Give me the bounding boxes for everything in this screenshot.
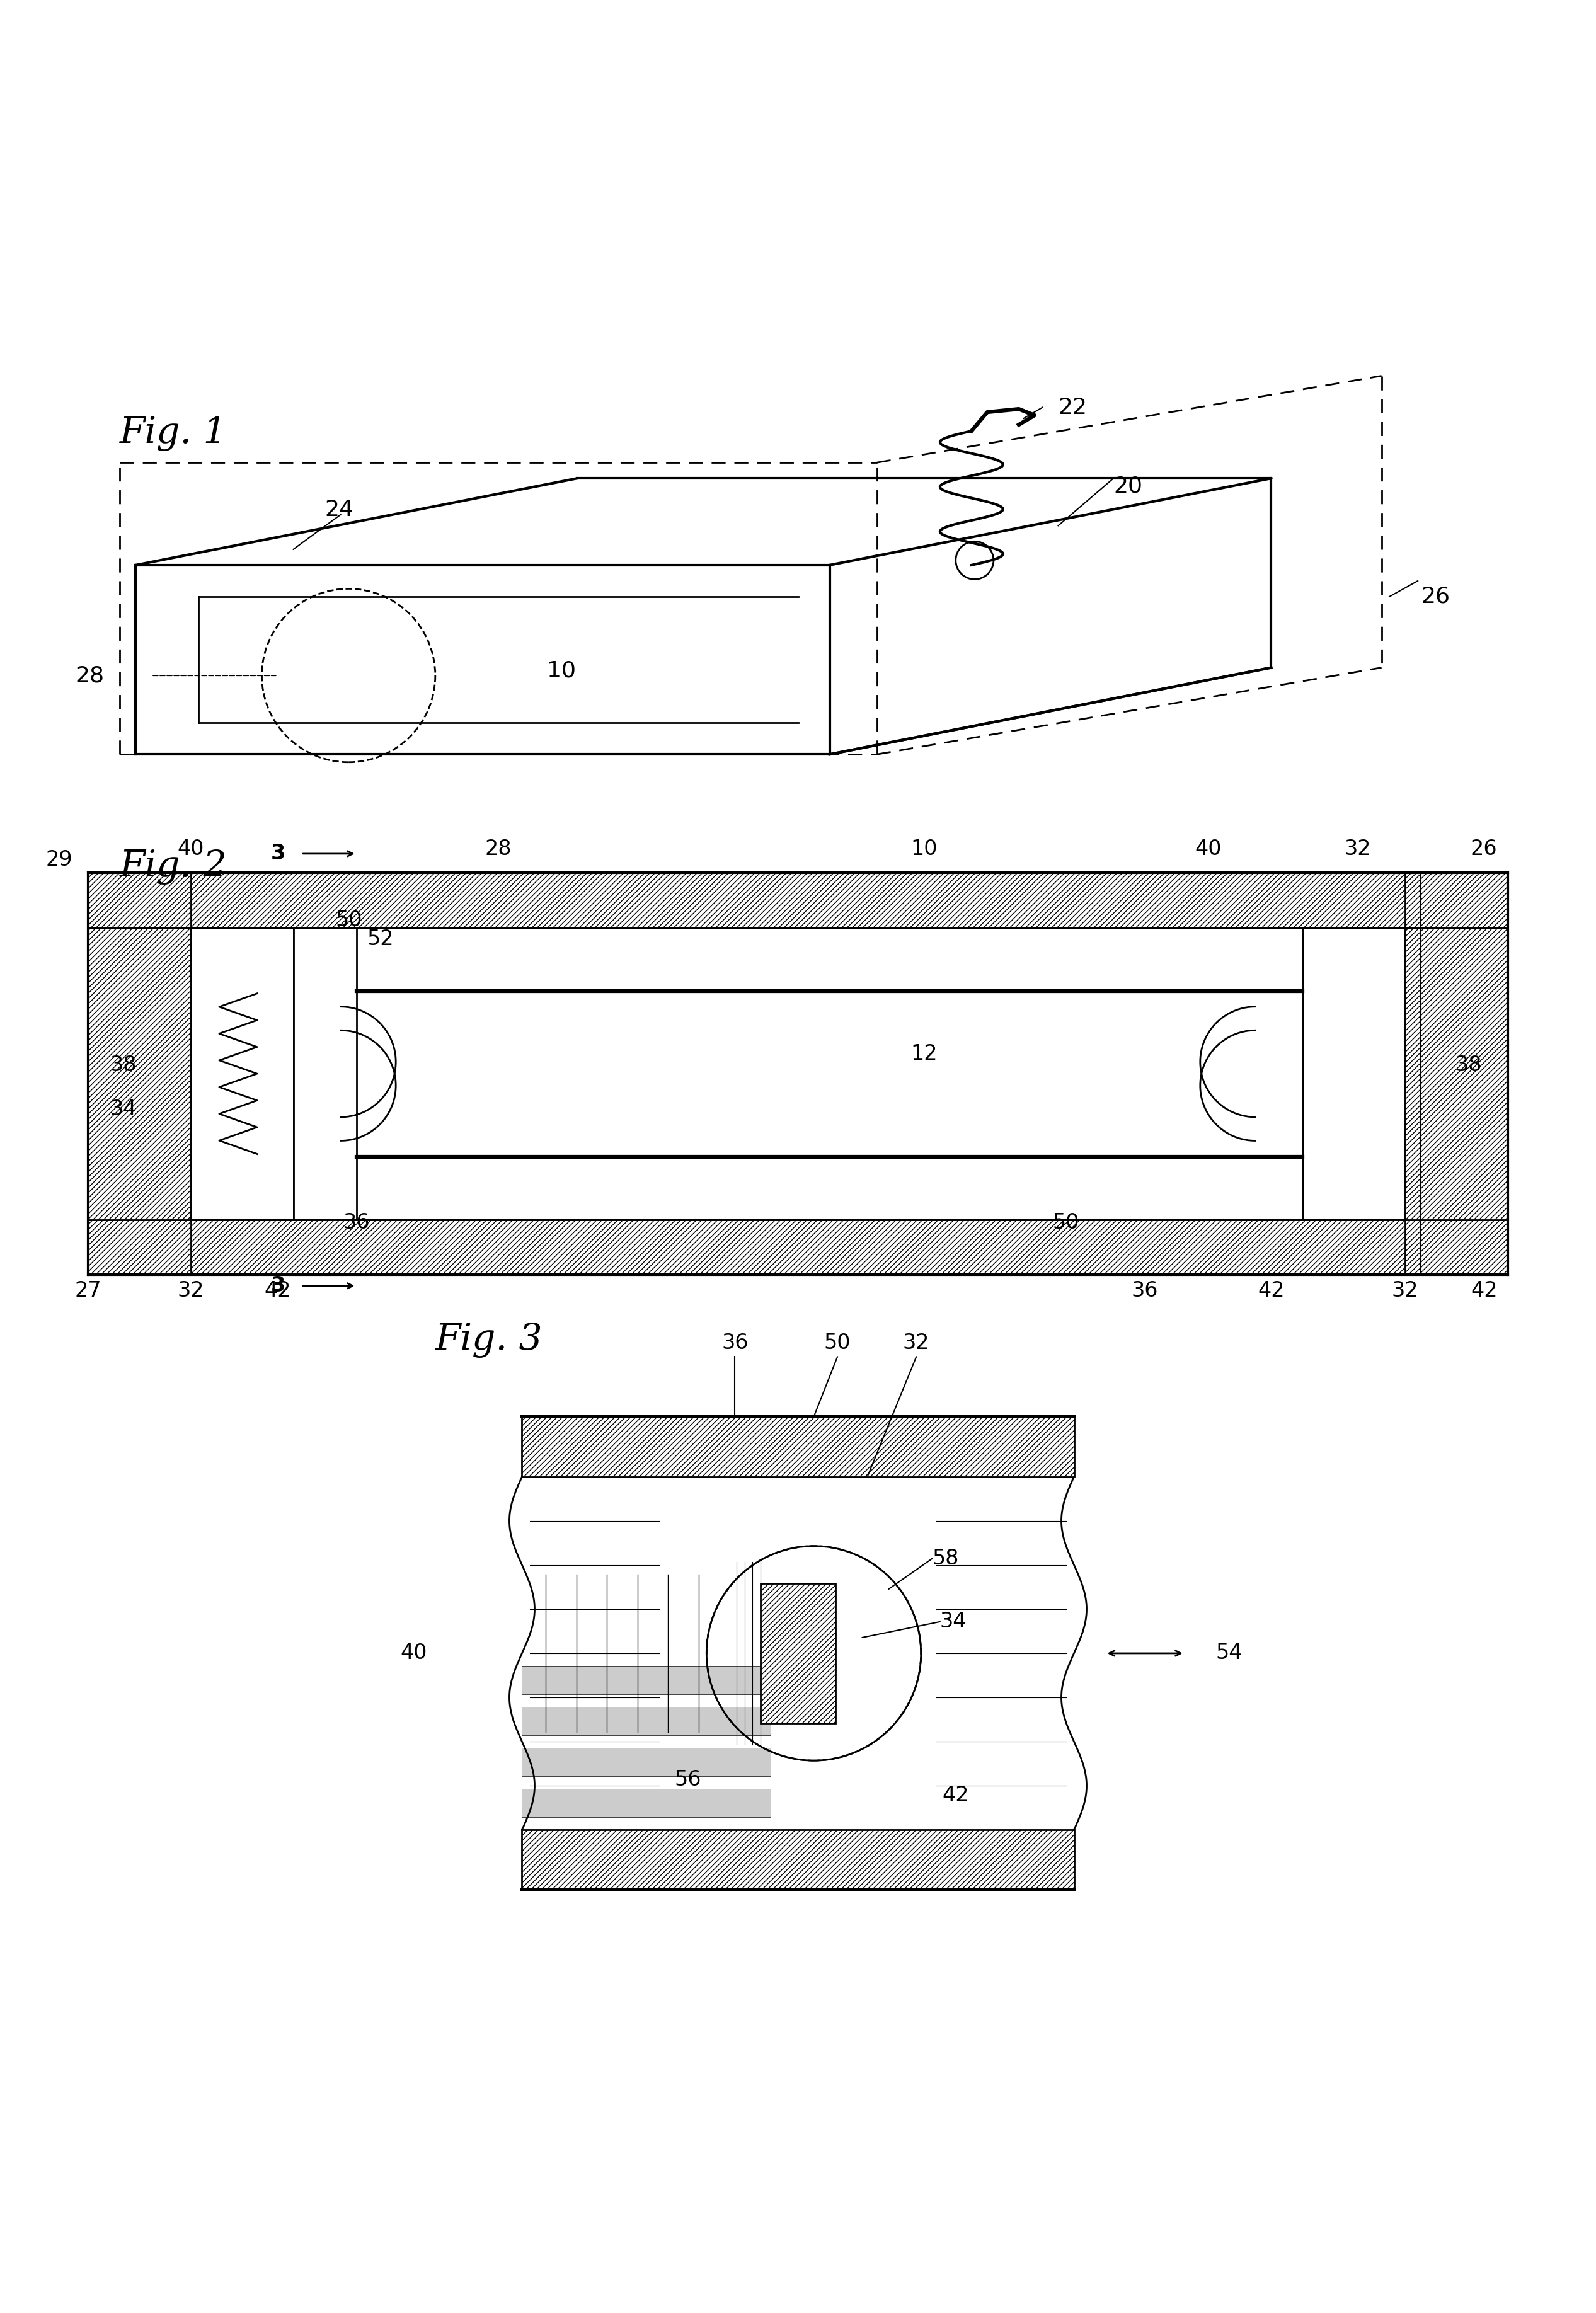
- Text: 29: 29: [46, 849, 72, 870]
- Text: 26: 26: [1420, 585, 1449, 608]
- Text: 40: 40: [401, 1642, 428, 1663]
- Text: 36: 36: [343, 1212, 370, 1233]
- Text: 28: 28: [485, 840, 512, 860]
- Text: 42: 42: [942, 1786, 969, 1806]
- Text: 3: 3: [271, 1274, 286, 1295]
- Text: 36: 36: [721, 1332, 749, 1353]
- Text: Fig. 1: Fig. 1: [120, 416, 227, 451]
- Text: 50: 50: [335, 909, 362, 930]
- Bar: [1294, 928, 1508, 1219]
- Text: Fig. 2: Fig. 2: [120, 849, 227, 884]
- Bar: [522, 1665, 771, 1695]
- Text: 34: 34: [110, 1099, 136, 1119]
- Bar: [88, 1219, 1508, 1274]
- Text: 28: 28: [75, 664, 104, 687]
- Text: 32: 32: [903, 1332, 930, 1353]
- Bar: [522, 1749, 771, 1776]
- Text: 52: 52: [367, 928, 394, 948]
- Text: 22: 22: [1058, 396, 1087, 419]
- Text: 50: 50: [1053, 1212, 1079, 1233]
- Text: 32: 32: [1392, 1279, 1419, 1300]
- Text: 12: 12: [911, 1043, 937, 1064]
- Bar: [760, 1584, 836, 1723]
- Text: 50: 50: [824, 1332, 851, 1353]
- Text: 26: 26: [1470, 840, 1497, 860]
- Bar: [88, 872, 1508, 928]
- Text: 38: 38: [110, 1055, 136, 1076]
- Bar: [522, 1418, 1074, 1476]
- Bar: [522, 1788, 771, 1818]
- Bar: [192, 928, 294, 1219]
- Text: 10: 10: [911, 840, 937, 860]
- Text: 36: 36: [1132, 1279, 1159, 1300]
- Text: 42: 42: [1470, 1279, 1497, 1300]
- Text: 32: 32: [1344, 840, 1371, 860]
- Text: 10: 10: [547, 659, 576, 682]
- Text: 20: 20: [1114, 476, 1143, 497]
- Bar: [88, 928, 302, 1219]
- Text: 40: 40: [1195, 840, 1221, 860]
- Bar: [522, 1707, 771, 1735]
- Text: 32: 32: [177, 1279, 204, 1300]
- Text: 42: 42: [1258, 1279, 1285, 1300]
- Text: 24: 24: [326, 500, 354, 520]
- Text: 34: 34: [940, 1612, 967, 1633]
- Text: 56: 56: [674, 1769, 701, 1790]
- Text: 42: 42: [263, 1279, 290, 1300]
- Bar: [356, 990, 1302, 1156]
- Bar: [1302, 928, 1404, 1219]
- Text: 54: 54: [1216, 1642, 1243, 1663]
- Bar: [294, 928, 1302, 1219]
- Text: 58: 58: [932, 1547, 959, 1568]
- Text: Fig. 3: Fig. 3: [436, 1323, 543, 1358]
- Text: 40: 40: [177, 840, 204, 860]
- Bar: [522, 1830, 1074, 1890]
- Text: 27: 27: [75, 1279, 102, 1300]
- Text: 38: 38: [1456, 1055, 1481, 1076]
- Text: 3: 3: [271, 844, 286, 865]
